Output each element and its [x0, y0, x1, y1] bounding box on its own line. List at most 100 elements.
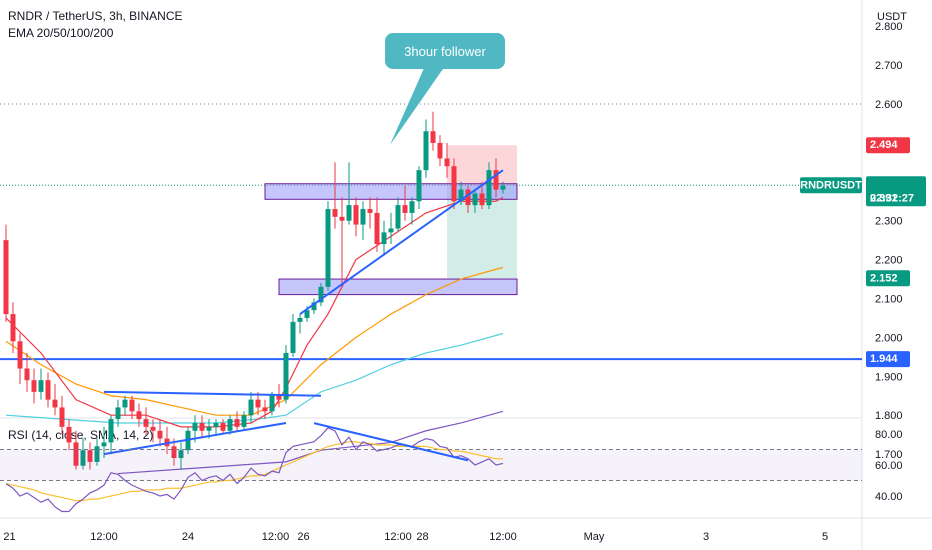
candle-body [192, 422, 198, 431]
time-tick-label: 28 [416, 531, 428, 543]
price-tick-label: 2.100 [875, 294, 903, 306]
candle [59, 395, 65, 435]
candle [80, 438, 86, 470]
candle-body [374, 212, 380, 245]
candle-body [367, 209, 373, 213]
candle-body [262, 407, 268, 412]
candle-body [360, 209, 366, 225]
price-tag-bg [866, 270, 910, 287]
price-tick-label: 2.000 [875, 332, 903, 344]
candle [283, 345, 289, 404]
candle [381, 220, 387, 256]
candle-body [66, 426, 72, 443]
candle-body [276, 395, 282, 400]
candle [297, 314, 303, 334]
candle [227, 415, 233, 435]
candle-body [108, 419, 114, 443]
candle-body [101, 442, 107, 447]
candle-body [38, 380, 44, 392]
price-tag: 2.494 [870, 139, 898, 151]
candle-body [3, 240, 9, 315]
candle-body [290, 321, 296, 353]
candle [136, 403, 142, 427]
candle [416, 166, 422, 210]
time-tick-label: 24 [182, 531, 194, 543]
candle [346, 162, 352, 225]
candle [94, 438, 100, 466]
candle [248, 391, 254, 423]
candle-body [234, 419, 240, 427]
time-tick-label: 26 [297, 531, 309, 543]
candle-body [311, 302, 317, 311]
candle-body [423, 131, 429, 171]
candle-body [493, 170, 499, 190]
rsi-legend: RSI (14, close, SMA, 14, 2) [8, 428, 154, 442]
candle [234, 411, 240, 431]
candle-body [451, 166, 457, 202]
price-tick-label: 1.700 [875, 449, 903, 461]
price-tick-label: 1.900 [875, 371, 903, 383]
candle-body [458, 189, 464, 202]
last-price-tag: 2.391 [870, 192, 898, 204]
candle-body [255, 399, 261, 408]
candle [115, 399, 121, 427]
candle [339, 197, 345, 287]
currency-label: USDT [877, 11, 907, 23]
candle [458, 181, 464, 206]
price-tick-label: 2.600 [875, 99, 903, 111]
trendline [299, 169, 504, 315]
candle [24, 352, 30, 392]
candle-body [332, 209, 338, 217]
candle [52, 384, 58, 416]
candle [178, 442, 184, 470]
price-tick-label: 2.200 [875, 255, 903, 267]
time-tick-label: 3 [703, 531, 709, 543]
candle [10, 302, 16, 353]
candle [311, 298, 317, 315]
candle-body [157, 430, 163, 439]
candle [353, 197, 359, 237]
candle-body [395, 205, 401, 229]
candle-body [416, 170, 422, 202]
candle-body [171, 446, 177, 458]
countdown-timer: 02:32:27 [870, 192, 914, 204]
rsi-line [5, 427, 504, 513]
candle-body [45, 380, 51, 400]
candle [437, 135, 443, 167]
candle [108, 415, 114, 455]
candle [367, 197, 373, 229]
callout-pointer [390, 66, 445, 145]
candle-body [472, 193, 478, 206]
candle [493, 158, 499, 198]
ema-legend: EMA 20/50/100/200 [8, 26, 114, 40]
ticker-tag-bg [800, 177, 862, 194]
candle [87, 442, 93, 470]
candle-body [220, 422, 226, 431]
candle [255, 391, 261, 416]
price-tag-bg [866, 351, 910, 368]
rsi-ma-line [5, 441, 503, 502]
candle-body [388, 228, 394, 233]
candle [402, 185, 408, 221]
trendline [103, 390, 322, 397]
time-tick-label: May [584, 531, 605, 543]
candle-body [59, 407, 65, 427]
candle [129, 395, 135, 420]
ema20-line [5, 196, 504, 428]
candle-body [136, 411, 142, 420]
time-tick-label: 12:00 [90, 531, 118, 543]
candle [472, 189, 478, 213]
candle-body [297, 317, 303, 322]
candle [157, 419, 163, 447]
stop-loss-zone [447, 145, 517, 186]
candle-body [178, 450, 184, 458]
time-tick-label: 21 [3, 531, 15, 543]
price-tick-label: 1.800 [875, 410, 903, 422]
price-tag: 1.944 [870, 353, 898, 365]
candle-body [269, 395, 275, 412]
candle [122, 395, 128, 416]
candle-body [409, 201, 415, 213]
candle-body [10, 314, 16, 342]
candle [430, 111, 436, 151]
